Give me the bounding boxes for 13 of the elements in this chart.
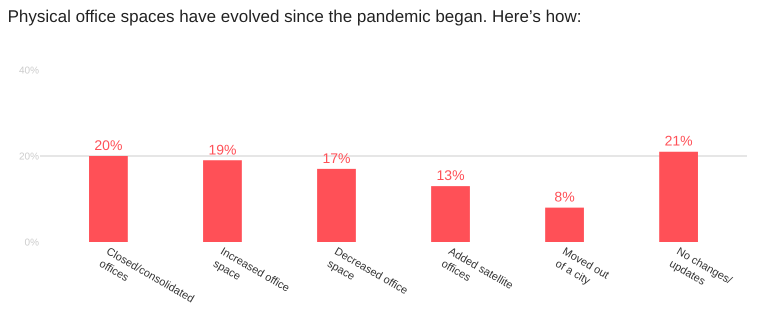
bar <box>317 168 356 242</box>
data-label: 8% <box>554 188 575 205</box>
data-label: 17% <box>322 150 350 166</box>
data-label: 13% <box>436 167 465 184</box>
chart-title: Physical office spaces have evolved since the pandemic began. Here’s how: <box>8 6 582 26</box>
data-label: 21% <box>664 132 693 149</box>
data-label: 20% <box>94 137 122 153</box>
bar <box>203 160 242 242</box>
bar <box>659 152 698 242</box>
bar <box>89 156 128 242</box>
bar <box>431 186 470 242</box>
data-label: 19% <box>208 141 236 158</box>
bar <box>545 208 584 242</box>
